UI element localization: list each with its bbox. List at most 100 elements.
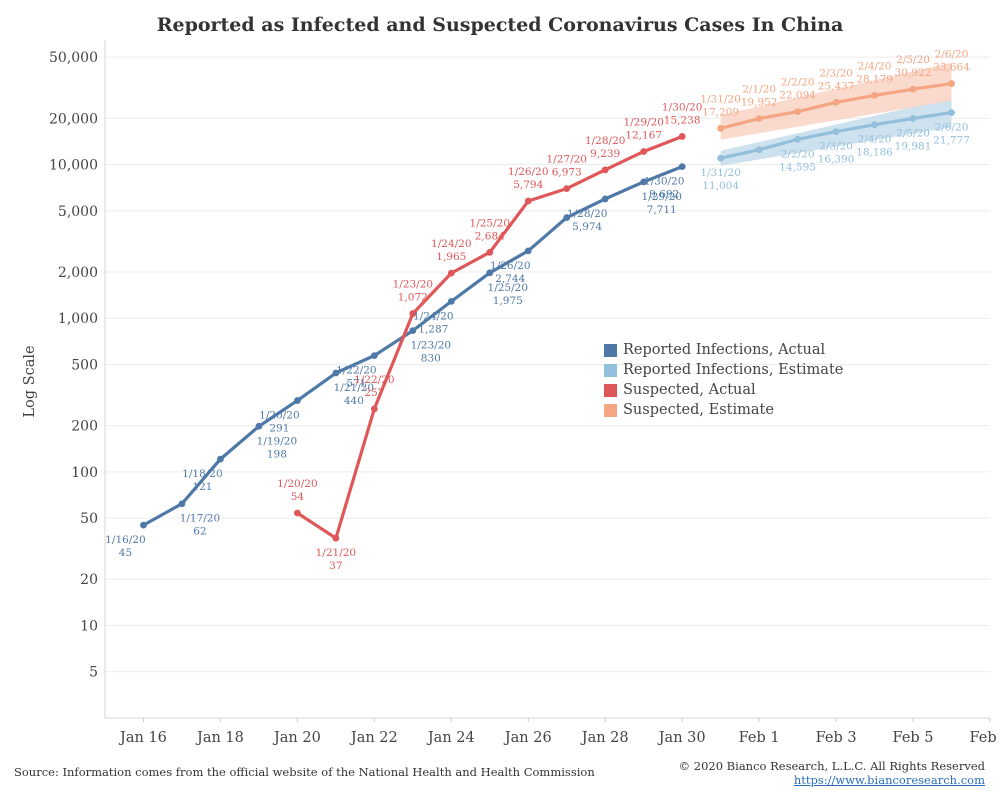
data-point: [678, 133, 686, 140]
legend-swatch: [604, 403, 617, 417]
data-label-value: 18,186: [856, 147, 893, 159]
y-tick-label: 100: [71, 465, 98, 481]
data-point: [217, 455, 224, 463]
data-label-date: 1/21/20: [316, 547, 356, 559]
data-point: [447, 297, 455, 305]
data-point: [447, 269, 455, 277]
website-link[interactable]: https://www.biancoresearch.com: [793, 773, 985, 787]
data-point: [140, 521, 147, 529]
data-point: [832, 128, 840, 135]
data-label-value: 571: [346, 378, 366, 390]
data-point: [293, 397, 301, 404]
data-label-date: 1/28/20: [567, 208, 607, 220]
legend-swatch: [604, 343, 617, 357]
data-point: [909, 114, 917, 122]
data-point: [640, 178, 648, 186]
y-tick-label: 1,000: [58, 311, 98, 327]
legend-item: Reported Infections, Estimate: [604, 360, 843, 380]
data-label-value: 54: [291, 491, 305, 503]
data-label-value: 21,777: [933, 135, 970, 147]
data-point: [755, 146, 763, 154]
data-point: [794, 135, 802, 143]
data-label-value: 440: [344, 395, 364, 407]
y-tick-label: 20: [80, 572, 98, 588]
data-label-date: 1/25/20: [488, 282, 528, 294]
data-label-value: 28,179: [856, 73, 893, 85]
data-point: [678, 163, 686, 171]
legend-item: Suspected, Estimate: [604, 400, 843, 420]
chart-title: Reported as Infected and Suspected Coron…: [156, 14, 844, 36]
data-label-date: 1/23/20: [393, 279, 433, 291]
data-label-value: 17,209: [702, 106, 739, 118]
data-point: [370, 352, 378, 359]
data-label-value: 1,965: [436, 251, 466, 263]
data-label-date: 1/31/20: [700, 93, 740, 105]
data-label-value: 9,692: [649, 189, 679, 201]
data-label-date: 1/25/20: [470, 217, 510, 229]
data-point: [871, 121, 878, 129]
data-label-date: 1/17/20: [180, 513, 220, 525]
x-tick-label: Jan 30: [657, 730, 706, 746]
data-label-date: 2/6/20: [935, 49, 969, 61]
data-label-date: 1/20/20: [277, 478, 317, 490]
data-label-date: 1/26/20: [508, 166, 548, 178]
data-label-date: 1/22/20: [336, 365, 376, 377]
data-point: [832, 98, 840, 106]
data-label-date: 1/23/20: [411, 340, 451, 352]
y-tick-label: 500: [71, 357, 98, 373]
data-label-value: 19,952: [741, 96, 778, 108]
legend-label: Reported Infections, Estimate: [623, 362, 844, 378]
x-tick-label: Jan 24: [426, 730, 475, 746]
legend-item: Suspected, Actual: [604, 380, 843, 400]
data-label-date: 2/5/20: [896, 54, 930, 66]
data-point: [409, 310, 417, 317]
y-tick-label: 20,000: [49, 111, 98, 127]
x-tick-label: Feb 7: [970, 730, 1000, 746]
data-label-date: 2/4/20: [858, 60, 892, 72]
data-label-value: 25,437: [818, 80, 855, 92]
legend-swatch: [604, 363, 617, 377]
data-label-date: 1/21/20: [334, 382, 374, 394]
x-tick-label: Jan 22: [349, 730, 398, 746]
y-tick-label: 2,000: [58, 265, 98, 281]
copyright-block: © 2020 Bianco Research, L.L.C. All Right…: [679, 759, 985, 787]
y-tick-label: 10,000: [49, 158, 98, 174]
data-label-date: 1/29/20: [641, 191, 681, 203]
y-tick-label: 50,000: [49, 50, 98, 66]
legend-item: Reported Infections, Actual: [604, 340, 843, 360]
x-tick-label: Jan 18: [195, 730, 244, 746]
data-label-date: 1/30/20: [644, 176, 684, 188]
data-label-date: 1/26/20: [490, 260, 530, 272]
data-label-date: 2/2/20: [781, 148, 815, 160]
data-point: [601, 195, 609, 203]
data-label-value: 33,664: [933, 62, 970, 74]
data-label-value: 1,287: [418, 323, 448, 335]
data-label-value: 15,238: [664, 114, 701, 126]
data-point: [524, 247, 532, 255]
legend-swatch: [604, 383, 617, 397]
data-point: [563, 214, 571, 222]
data-label-date: 1/24/20: [431, 238, 471, 250]
data-label-date: 2/3/20: [819, 67, 853, 79]
data-label-value: 22,094: [779, 90, 816, 102]
data-label-date: 1/30/20: [662, 101, 702, 113]
data-label-date: 2/5/20: [896, 127, 930, 139]
x-tick-label: Jan 16: [118, 730, 167, 746]
data-label-value: 45: [119, 547, 132, 559]
data-label-value: 121: [192, 481, 212, 493]
y-tick-label: 200: [71, 419, 98, 435]
legend-label: Reported Infections, Actual: [623, 342, 826, 358]
data-label-value: 291: [269, 423, 289, 435]
data-label-value: 1,072: [398, 292, 428, 304]
data-point: [717, 154, 725, 162]
data-label-value: 2,684: [475, 230, 505, 242]
data-label-value: 6,973: [552, 167, 582, 179]
data-label-value: 11,004: [702, 180, 739, 192]
data-label-date: 1/22/20: [354, 374, 394, 386]
data-label-value: 37: [329, 560, 342, 572]
data-label-date: 1/24/20: [413, 310, 453, 322]
data-label-value: 62: [193, 526, 206, 538]
data-label-value: 16,390: [818, 154, 855, 166]
data-label-date: 1/19/20: [257, 435, 297, 447]
data-point: [255, 422, 263, 430]
